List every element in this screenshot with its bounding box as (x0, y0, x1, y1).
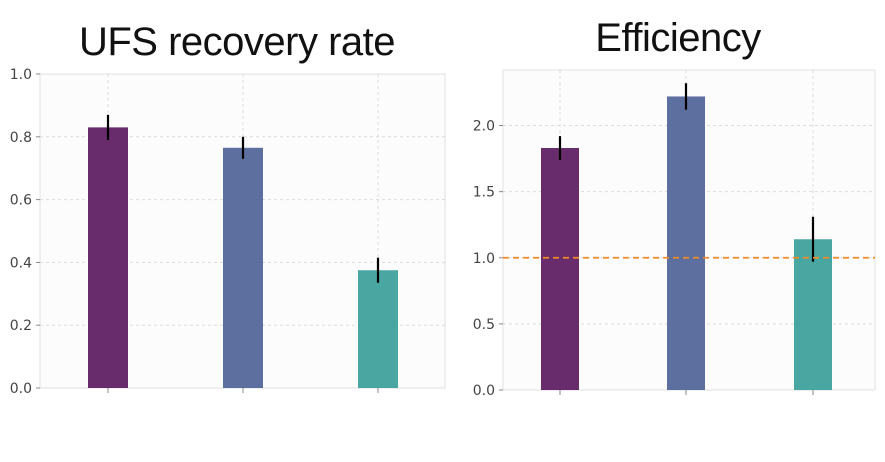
y-tick-label: 1.0 (473, 251, 495, 267)
y-tick-label: 1.0 (10, 67, 32, 83)
chart-title-efficiency: Efficiency (595, 16, 761, 60)
y-tick-label: 2.0 (473, 119, 495, 135)
bar-2 (667, 96, 705, 390)
bar-3 (794, 239, 832, 390)
chart-1: 0.0 0.2 0.4 0.6 0.8 1.0 (10, 67, 446, 397)
y-tick-label: 0.0 (10, 381, 32, 397)
bar-3 (358, 270, 398, 388)
y-tick-label: 0.8 (10, 130, 32, 146)
y-tick-label: 0.0 (473, 383, 495, 399)
bar-1 (88, 127, 128, 388)
chart-title-ufs-recovery: UFS recovery rate (78, 20, 396, 64)
y-tick-label: 0.4 (10, 255, 32, 271)
bar-2 (223, 147, 263, 388)
chart-2: 0.0 0.5 1.0 1.5 2.0 (473, 69, 876, 399)
y-tick-label: 0.5 (473, 317, 495, 333)
y-tick-label: 0.2 (10, 318, 32, 334)
y-tick-label: 1.5 (473, 185, 495, 201)
bar-1 (541, 148, 579, 390)
y-tick-label: 0.6 (10, 193, 32, 209)
